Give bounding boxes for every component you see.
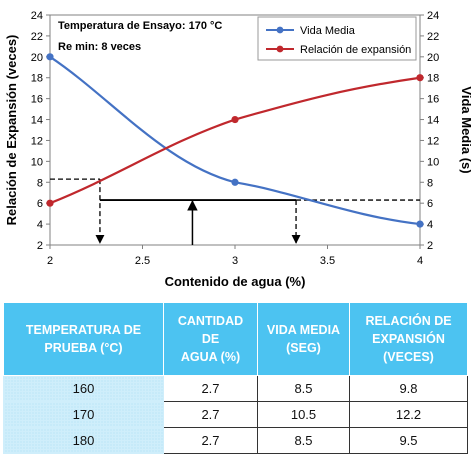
cell-water-content: 2.7 — [163, 401, 258, 428]
y-left-tick-label: 4 — [37, 219, 43, 231]
cell-half-life: 10.5 — [257, 401, 350, 428]
x-axis-title: Contenido de agua (%) — [165, 274, 306, 289]
y-right-tick-label: 22 — [427, 31, 439, 43]
header-text: RELACIÓN DE — [365, 313, 452, 328]
series-line-vida-media — [49, 55, 421, 226]
x-tick-label: 4 — [417, 255, 423, 267]
data-point-vida-media — [416, 220, 424, 228]
header-half-life: VIDA MEDIA (SEG) — [257, 302, 350, 376]
data-point-relacion-expansion — [46, 199, 54, 207]
y-left-tick-label: 10 — [31, 156, 43, 168]
cell-half-life: 8.5 — [257, 375, 350, 402]
table-row: 170 2.7 10.5 12.2 — [3, 401, 468, 428]
y-left-tick-label: 2 — [37, 240, 43, 252]
y-left-tick-label: 20 — [31, 52, 43, 64]
results-table: TEMPERATURA DE PRUEBA (°C) CANTIDAD DE A… — [3, 302, 468, 454]
cell-expansion-ratio: 12.2 — [349, 401, 468, 428]
annotation-temperature: Temperatura de Ensayo: 170 °C — [58, 20, 222, 32]
header-text: PRUEBA (°C) — [44, 341, 123, 355]
y-right-tick-label: 24 — [427, 10, 439, 22]
data-point-relacion-expansion — [416, 74, 424, 82]
table-row: 180 2.7 8.5 9.5 — [3, 427, 468, 454]
header-expansion-ratio: RELACIÓN DE EXPANSIÓN (VECES) — [349, 302, 468, 376]
y-right-tick-label: 18 — [427, 73, 439, 85]
annotation-re-min: Re min: 8 veces — [58, 41, 141, 53]
cell-water-content: 2.7 — [163, 427, 258, 454]
y-left-tick-label: 24 — [31, 10, 43, 22]
header-text: AGUA (%) — [180, 350, 241, 365]
table-header-row: TEMPERATURA DE PRUEBA (°C) CANTIDAD DE A… — [3, 302, 468, 376]
cell-expansion-ratio: 9.5 — [349, 427, 468, 454]
legend-label: Vida Media — [300, 25, 356, 37]
header-text: (SEG) — [286, 341, 321, 355]
header-text: TEMPERATURA DE — [25, 322, 142, 337]
y-left-tick-label: 22 — [31, 31, 43, 43]
y-right-tick-label: 8 — [427, 177, 433, 189]
y-right-tick-label: 12 — [427, 135, 439, 147]
results-table-container: TEMPERATURA DE PRUEBA (°C) CANTIDAD DE A… — [3, 302, 468, 454]
cell-temperature: 170 — [3, 401, 164, 428]
y-right-tick-label: 4 — [427, 219, 433, 231]
y-left-tick-label: 18 — [31, 73, 43, 85]
y-right-tick-label: 20 — [427, 52, 439, 64]
header-water-content: CANTIDAD DE AGUA (%) — [163, 302, 258, 376]
table-row: 160 2.7 8.5 9.8 — [3, 375, 468, 402]
y-right-tick-label: 14 — [427, 115, 439, 127]
header-text: (VECES) — [383, 350, 434, 365]
cell-half-life: 8.5 — [257, 427, 350, 454]
y-right-tick-label: 16 — [427, 94, 439, 106]
cell-expansion-ratio: 9.8 — [349, 375, 468, 402]
legend-label: Relación de expansión — [300, 44, 411, 56]
data-point-vida-media — [46, 53, 54, 61]
y-left-tick-label: 6 — [37, 198, 43, 210]
x-tick-label: 2 — [47, 255, 53, 267]
data-point-relacion-expansion — [231, 115, 239, 124]
y-left-tick-label: 14 — [31, 115, 43, 127]
cell-temperature: 180 — [3, 427, 164, 454]
legend-marker — [276, 45, 284, 53]
legend-box — [257, 16, 417, 61]
y-left-tick-label: 12 — [31, 135, 43, 147]
y-left-tick-label: 16 — [31, 94, 43, 106]
header-text: CANTIDAD DE — [177, 313, 244, 346]
header-text: VIDA MEDIA — [266, 322, 341, 337]
header-temperature: TEMPERATURA DE PRUEBA (°C) — [3, 302, 164, 376]
data-point-vida-media — [231, 178, 239, 186]
y-left-tick-label: 8 — [37, 177, 43, 189]
y-right-tick-label: 2 — [427, 240, 433, 252]
cell-temperature: 160 — [3, 375, 164, 402]
header-text: EXPANSIÓN — [372, 331, 445, 346]
legend-marker — [276, 26, 284, 34]
y-right-axis-title: Vida Media (s) — [459, 86, 471, 173]
x-tick-label: 3 — [232, 255, 238, 267]
y-right-tick-label: 6 — [427, 198, 433, 210]
x-tick-label: 3.5 — [320, 255, 335, 267]
y-right-tick-label: 10 — [427, 156, 439, 168]
cell-water-content: 2.7 — [163, 375, 258, 402]
y-left-axis-title: Relación de Expansión (veces) — [4, 35, 19, 226]
x-tick-label: 2.5 — [135, 255, 150, 267]
